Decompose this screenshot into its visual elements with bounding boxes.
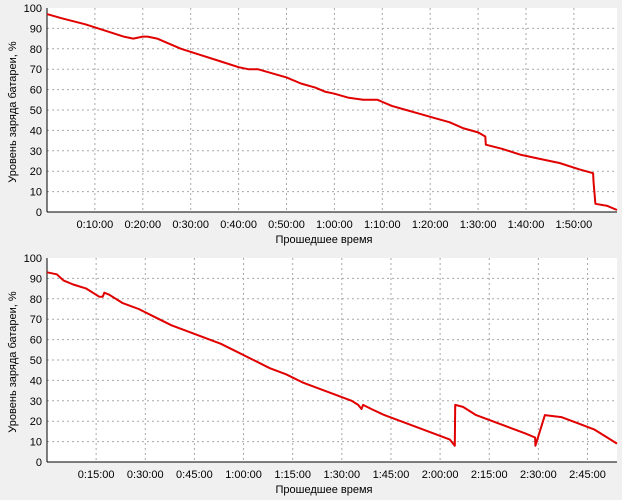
gridlines [47, 8, 617, 212]
y-axis-title: Уровень заряда батареи, % [7, 41, 19, 183]
y-tick-label: 40 [30, 125, 42, 137]
x-tick-label: 1:50:00 [556, 219, 593, 231]
y-tick-label: 100 [24, 3, 42, 15]
y-tick-label: 90 [30, 273, 42, 285]
y-tick-label: 50 [30, 355, 42, 367]
x-tick-label: 1:15:00 [274, 469, 311, 481]
y-tick-label: 60 [30, 85, 42, 97]
y-tick-label: 100 [24, 253, 42, 265]
y-tick-label: 60 [30, 335, 42, 347]
y-tick-label: 80 [30, 44, 42, 56]
x-tick-label: 1:30:00 [323, 469, 360, 481]
series-line [46, 13, 618, 211]
x-tick-label: 1:10:00 [364, 219, 401, 231]
x-tick-label: 0:45:00 [176, 469, 213, 481]
y-tick-label: 10 [30, 437, 42, 449]
series-line [46, 271, 618, 447]
y-tick-label: 20 [30, 166, 42, 178]
x-tick-label: 2:15:00 [471, 469, 508, 481]
y-tick-label: 90 [30, 23, 42, 35]
x-tick-label: 2:45:00 [569, 469, 606, 481]
x-tick-label: 2:30:00 [520, 469, 557, 481]
x-tick-label: 0:40:00 [220, 219, 257, 231]
x-tick-label: 0:15:00 [78, 469, 115, 481]
x-tick-label: 0:10:00 [77, 219, 114, 231]
x-tick-label: 1:00:00 [225, 469, 262, 481]
x-tick-label: 1:40:00 [508, 219, 545, 231]
x-tick-label: 2:00:00 [422, 469, 459, 481]
y-tick-label: 70 [30, 314, 42, 326]
x-axis-title: Прошедшее время [276, 234, 373, 246]
battery-chart-1: 0 10 20 30 40 50 60 70 80 90 100 0:10:00 0:20:00 0:30… [7, 3, 618, 246]
x-tick-label: 1:45:00 [373, 469, 410, 481]
y-tick-label: 20 [30, 416, 42, 428]
x-tick-label: 0:50:00 [268, 219, 305, 231]
x-tick-label: 0:30:00 [127, 469, 164, 481]
x-tick-label: 1:00:00 [316, 219, 353, 231]
x-axis-title: Прошедшее время [276, 484, 373, 496]
y-tick-label: 0 [36, 457, 42, 469]
x-tick-label: 1:20:00 [412, 219, 449, 231]
gridlines [47, 258, 617, 462]
y-axis-title: Уровень заряда батареи, % [7, 291, 19, 433]
x-tick-label: 0:30:00 [172, 219, 209, 231]
y-tick-label: 30 [30, 396, 42, 408]
y-tick-label: 70 [30, 64, 42, 76]
y-tick-label: 80 [30, 294, 42, 306]
y-tick-label: 30 [30, 146, 42, 158]
y-tick-label: 40 [30, 375, 42, 387]
y-tick-label: 10 [30, 187, 42, 199]
y-tick-label: 0 [36, 207, 42, 219]
x-tick-label: 0:20:00 [124, 219, 161, 231]
y-tick-label: 50 [30, 105, 42, 117]
battery-chart-2: 0 10 20 30 40 50 60 70 80 90 100 0:15:00 0:30:00 0:45… [7, 253, 618, 496]
x-tick-label: 1:30:00 [460, 219, 497, 231]
